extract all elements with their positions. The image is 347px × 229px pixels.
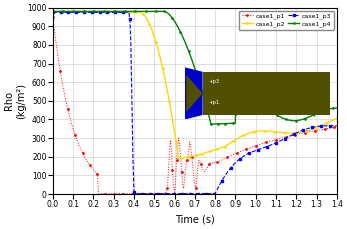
Legend: case1_p1, case1_p2, case1_p3, case1_p4: case1_p1, case1_p2, case1_p3, case1_p4 xyxy=(239,11,334,30)
Line: case1_p2: case1_p2 xyxy=(52,11,338,160)
case1_p4 xyxy=(84,10,88,13)
case1_p1 xyxy=(335,126,339,128)
case1_p2 xyxy=(335,117,339,120)
case1_p2 xyxy=(281,131,285,134)
case1_p2 xyxy=(151,33,155,35)
case1_p1 xyxy=(96,192,101,195)
Line: case1_p3: case1_p3 xyxy=(52,11,338,195)
case1_p3 xyxy=(335,125,339,127)
case1_p2 xyxy=(159,61,163,64)
case1_p2 xyxy=(320,124,324,126)
case1_p3 xyxy=(78,11,82,14)
case1_p3 xyxy=(332,124,337,127)
case1_p3 xyxy=(100,11,104,14)
Line: case1_p1: case1_p1 xyxy=(51,15,338,195)
X-axis label: Time (s): Time (s) xyxy=(175,215,215,225)
case1_p1 xyxy=(298,132,302,135)
case1_p2 xyxy=(139,11,143,14)
case1_p1 xyxy=(218,160,222,162)
case1_p3 xyxy=(136,192,140,195)
case1_p3 xyxy=(184,192,188,195)
case1_p2 xyxy=(177,157,181,160)
case1_p4 xyxy=(209,123,213,125)
case1_p1 xyxy=(211,162,215,165)
Y-axis label: Rho
(kg/m²): Rho (kg/m²) xyxy=(4,83,26,119)
case1_p2 xyxy=(51,11,55,14)
case1_p4 xyxy=(166,12,170,14)
case1_p4 xyxy=(245,107,249,110)
case1_p1 xyxy=(139,192,143,195)
case1_p4 xyxy=(210,123,214,125)
case1_p4 xyxy=(107,10,111,13)
case1_p3 xyxy=(60,11,65,14)
case1_p2 xyxy=(298,131,302,134)
case1_p1 xyxy=(180,183,185,186)
case1_p3 xyxy=(51,11,55,14)
case1_p1 xyxy=(51,15,55,18)
case1_p4 xyxy=(314,112,318,115)
case1_p4 xyxy=(335,107,339,109)
Line: case1_p4: case1_p4 xyxy=(52,10,338,125)
case1_p3 xyxy=(66,11,70,14)
case1_p1 xyxy=(189,146,193,149)
case1_p4 xyxy=(51,10,55,13)
